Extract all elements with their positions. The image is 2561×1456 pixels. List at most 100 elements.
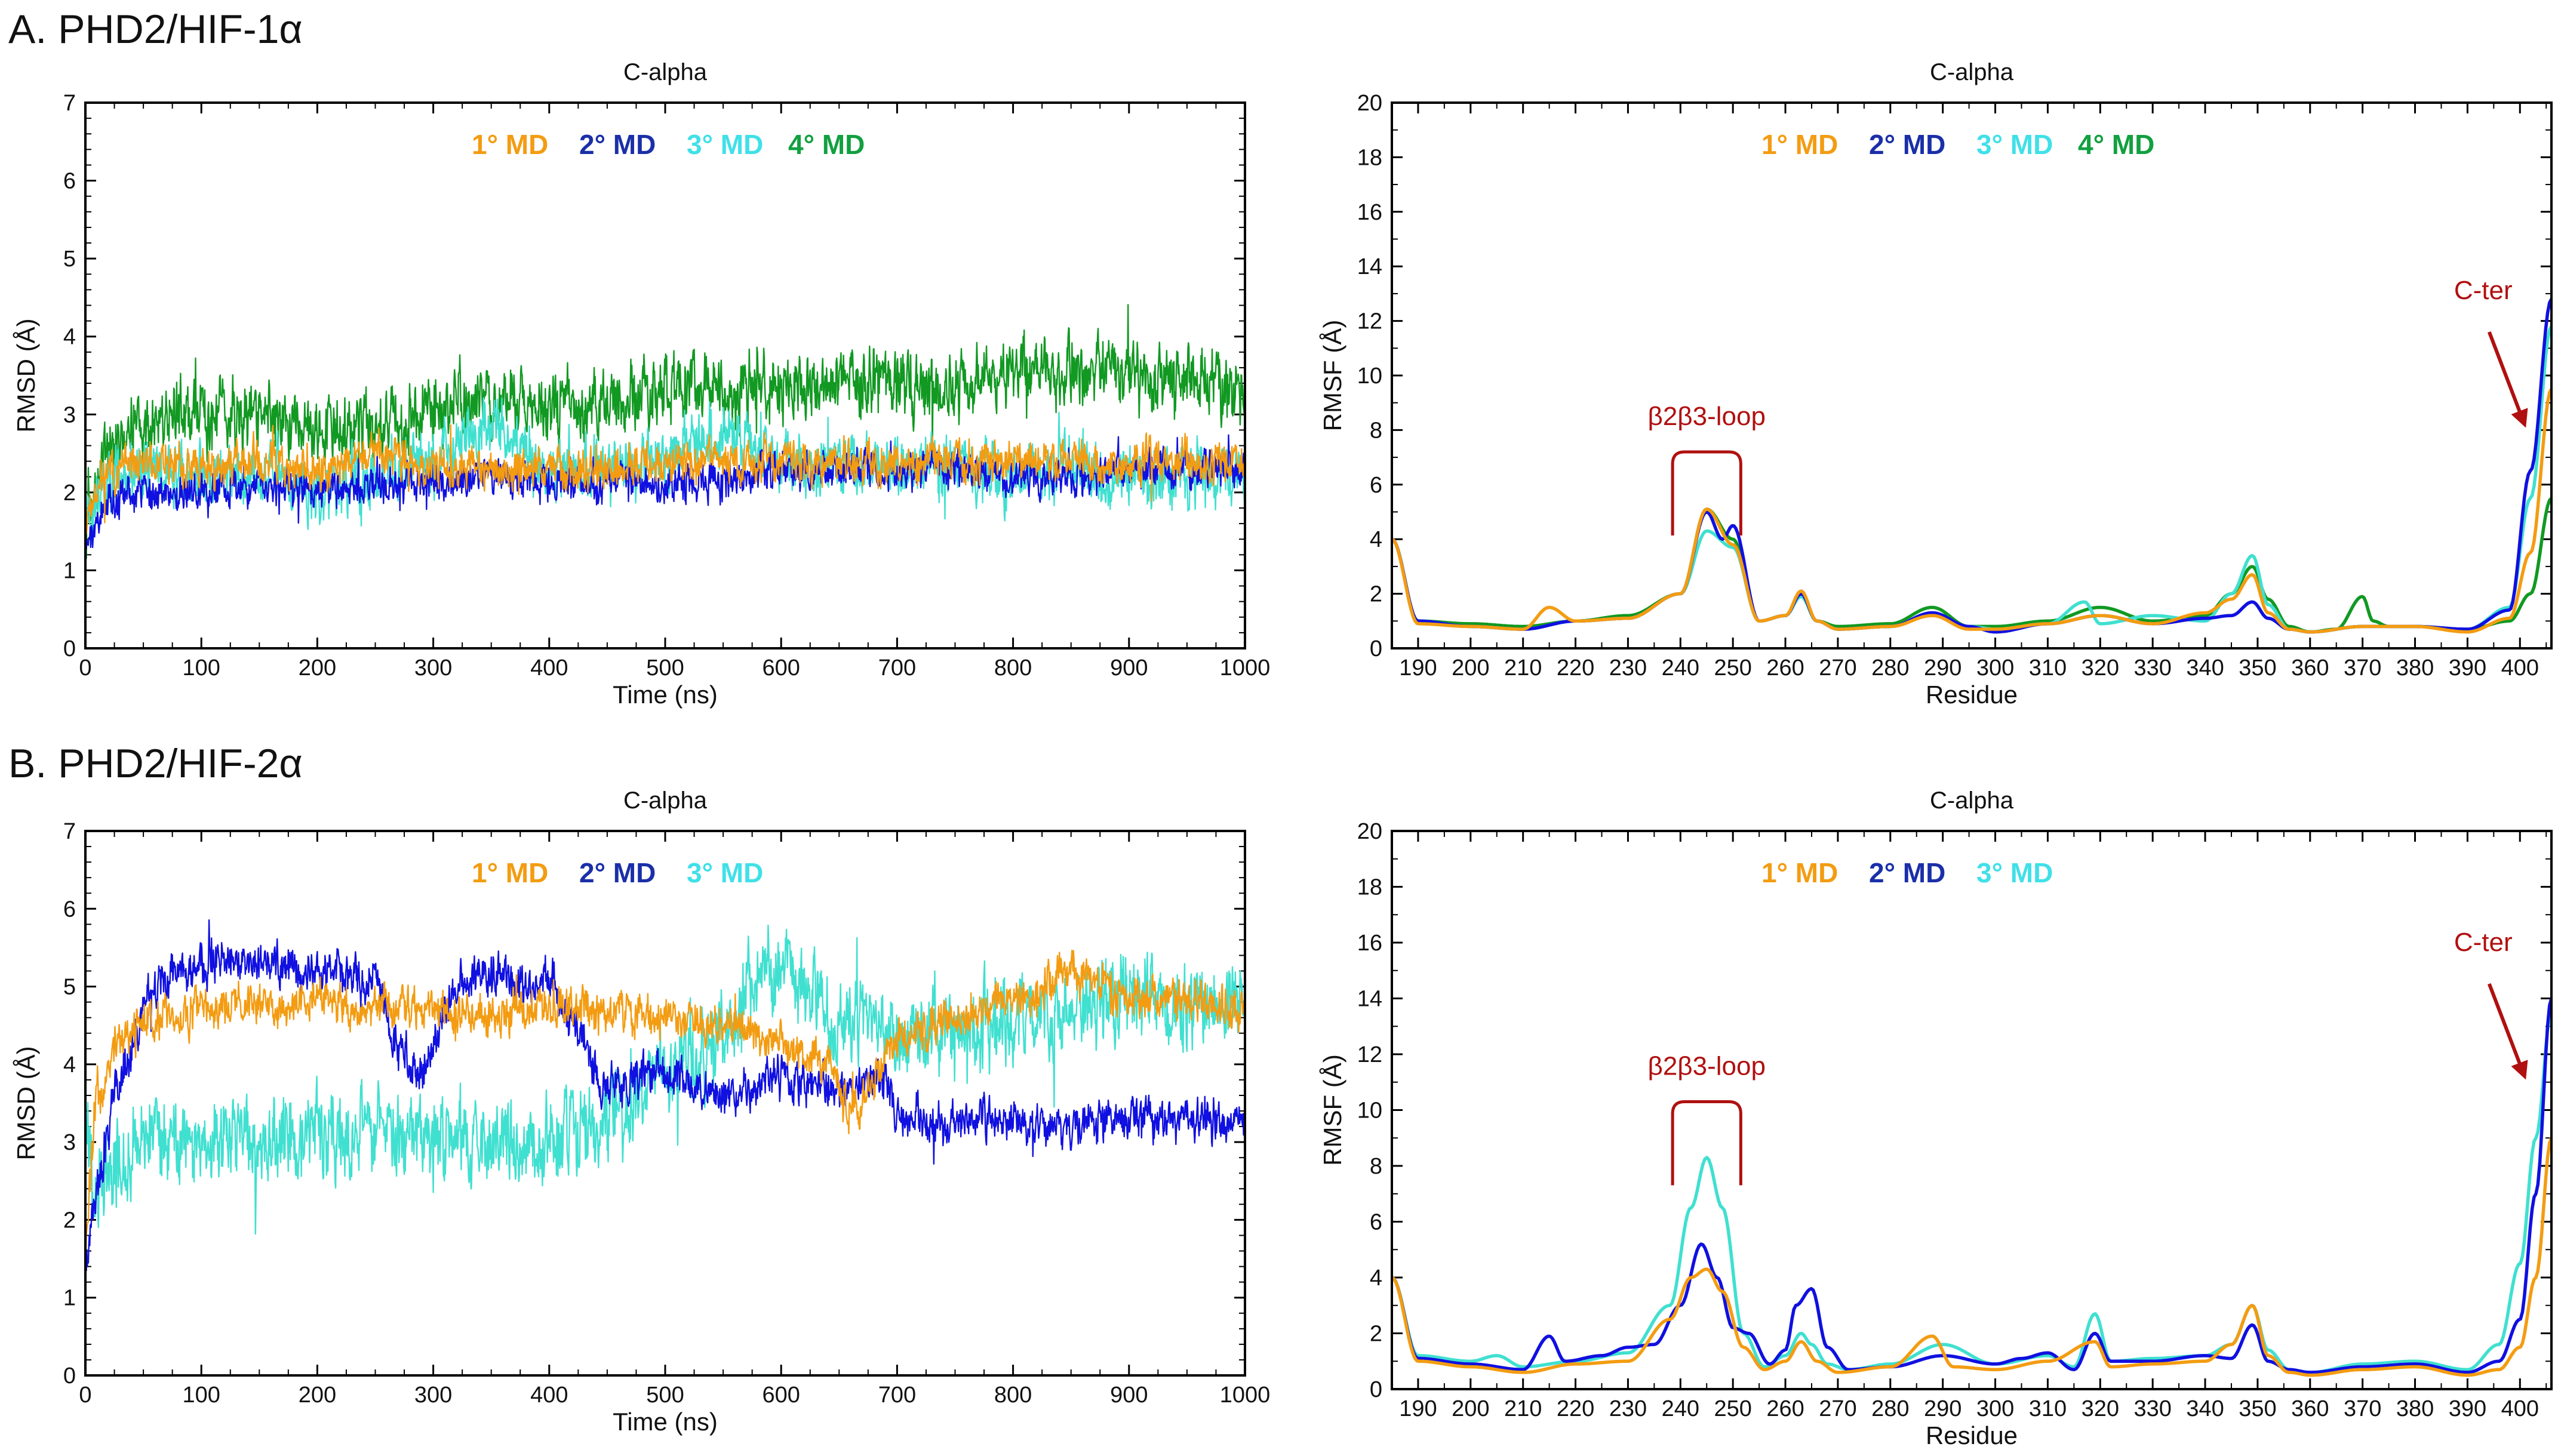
y-tick-label: 16 xyxy=(1357,931,1382,956)
plot-frame xyxy=(84,830,1246,1377)
series-line-md4 xyxy=(85,304,1245,559)
plot-frame xyxy=(1391,830,2553,1390)
y-tick-label: 7 xyxy=(63,819,76,844)
x-tick-label: 350 xyxy=(2239,1396,2276,1421)
x-tick-label: 0 xyxy=(79,655,91,681)
annotation-cter-label: C-ter xyxy=(2454,276,2513,305)
x-tick-label: 240 xyxy=(1662,1396,1699,1421)
x-tick-label: 230 xyxy=(1609,655,1647,681)
series-line-md2 xyxy=(85,919,1245,1272)
x-tick-label: 900 xyxy=(1110,655,1148,681)
chart-a-rmsf: C-alpha 0 2 4 6 8 10 12 14 16 18 20 190 200 210 220 230 2… xyxy=(1318,59,2553,709)
series-line-md3 xyxy=(1392,1011,2551,1374)
series-line-md1 xyxy=(1392,388,2551,634)
chart-b-rmsf: C-alpha 0 2 4 6 8 10 12 14 16 18 20 190 200 210 220 230 2… xyxy=(1318,787,2553,1449)
x-tick-label: 320 xyxy=(2082,655,2119,681)
y-tick-label: 10 xyxy=(1357,1098,1382,1123)
y-tick-label: 2 xyxy=(63,481,76,506)
y-tick-label: 6 xyxy=(1370,473,1382,498)
x-tick-label: 350 xyxy=(2239,655,2276,681)
x-tick-label: 360 xyxy=(2291,655,2329,681)
y-tick-label: 5 xyxy=(63,975,76,1000)
x-tick-label: 330 xyxy=(2133,1396,2171,1421)
x-tick-label: 380 xyxy=(2396,655,2434,681)
chart-title: C-alpha xyxy=(623,59,708,85)
series-line-md2 xyxy=(85,434,1245,550)
x-tick-label: 600 xyxy=(762,655,800,681)
x-tick-label: 200 xyxy=(1452,1396,1489,1421)
chart-title: C-alpha xyxy=(1930,787,2014,814)
x-tick-label: 220 xyxy=(1557,1396,1594,1421)
x-tick-label: 400 xyxy=(2501,655,2539,681)
x-tick-label: 190 xyxy=(1399,655,1437,681)
y-tick-label: 6 xyxy=(1370,1210,1382,1235)
series-line-md1 xyxy=(1392,1137,2551,1377)
series-line-md4 xyxy=(1392,497,2551,634)
legend-entry-md1: 1° MD xyxy=(1761,857,1838,888)
legend-entry-md4: 4° MD xyxy=(2078,129,2154,160)
y-tick-label: 2 xyxy=(63,1208,76,1233)
x-tick-label: 900 xyxy=(1110,1383,1148,1408)
x-tick-label: 800 xyxy=(994,1383,1032,1408)
chart-title: C-alpha xyxy=(623,787,708,814)
x-tick-label: 260 xyxy=(1766,1396,1804,1421)
legend-entry-md2: 2° MD xyxy=(579,129,656,160)
legend-entry-md3: 3° MD xyxy=(1976,129,2053,160)
annotation-loop-label: β2β3-loop xyxy=(1648,1051,1766,1081)
x-tick-label: 210 xyxy=(1504,655,1542,681)
x-tick-label: 390 xyxy=(2449,655,2486,681)
series-line-md3 xyxy=(1392,325,2551,634)
loop-bracket xyxy=(1671,450,1742,535)
y-axis-label: RMSD (Å) xyxy=(12,1046,40,1160)
x-axis-label: Time (ns) xyxy=(613,1408,718,1436)
x-tick-label: 300 xyxy=(1976,655,2014,681)
series-group xyxy=(1392,298,2551,634)
legend-entry-md2: 2° MD xyxy=(1869,857,1945,888)
chart-title: C-alpha xyxy=(1930,59,2014,85)
x-tick-label: 1000 xyxy=(1220,1383,1271,1408)
x-tick-label: 250 xyxy=(1714,1396,1751,1421)
x-tick-label: 380 xyxy=(2396,1396,2434,1421)
y-tick-label: 1 xyxy=(63,1286,76,1311)
y-tick-label: 14 xyxy=(1357,987,1382,1012)
legend-entry-md4: 4° MD xyxy=(788,129,865,160)
x-tick-label: 260 xyxy=(1766,655,1804,681)
annotation-cter-label: C-ter xyxy=(2454,928,2513,957)
y-tick-label: 8 xyxy=(1370,1154,1382,1179)
legend-entry-md3: 3° MD xyxy=(1976,857,2053,888)
x-tick-label: 290 xyxy=(1924,1396,1962,1421)
x-tick-label: 340 xyxy=(2186,1396,2224,1421)
y-tick-label: 18 xyxy=(1357,875,1382,900)
x-tick-label: 700 xyxy=(878,1383,916,1408)
y-tick-label: 20 xyxy=(1357,91,1382,116)
y-tick-label: 5 xyxy=(63,247,76,272)
x-tick-label: 400 xyxy=(530,655,568,681)
x-tick-label: 400 xyxy=(2501,1396,2539,1421)
x-tick-label: 320 xyxy=(2082,1396,2119,1421)
y-tick-label: 0 xyxy=(63,1363,76,1389)
x-tick-label: 0 xyxy=(79,1383,91,1408)
x-tick-label: 600 xyxy=(762,1383,800,1408)
y-tick-label: 6 xyxy=(63,897,76,922)
y-tick-label: 12 xyxy=(1357,1042,1382,1067)
cter-arrow xyxy=(2487,331,2528,428)
x-tick-label: 300 xyxy=(414,1383,452,1408)
x-axis-label: Time (ns) xyxy=(613,681,718,709)
x-tick-label: 1000 xyxy=(1220,655,1271,681)
x-tick-label: 700 xyxy=(878,655,916,681)
x-tick-label: 200 xyxy=(299,1383,336,1408)
panel-label-a: A. PHD2/HIF-1α xyxy=(8,7,303,52)
x-tick-label: 190 xyxy=(1399,1396,1437,1421)
y-axis-label: RMSF (Å) xyxy=(1318,320,1346,432)
series-group xyxy=(85,919,1245,1272)
x-tick-label: 300 xyxy=(414,655,452,681)
annotation-loop-label: β2β3-loop xyxy=(1648,402,1766,431)
y-tick-label: 2 xyxy=(1370,582,1382,607)
y-tick-label: 0 xyxy=(1370,636,1382,661)
y-tick-label: 7 xyxy=(63,91,76,116)
y-tick-label: 4 xyxy=(1370,527,1382,552)
x-tick-label: 220 xyxy=(1557,655,1594,681)
series-line-md1 xyxy=(85,949,1245,1252)
x-tick-label: 280 xyxy=(1871,655,1909,681)
y-tick-label: 1 xyxy=(63,558,76,583)
